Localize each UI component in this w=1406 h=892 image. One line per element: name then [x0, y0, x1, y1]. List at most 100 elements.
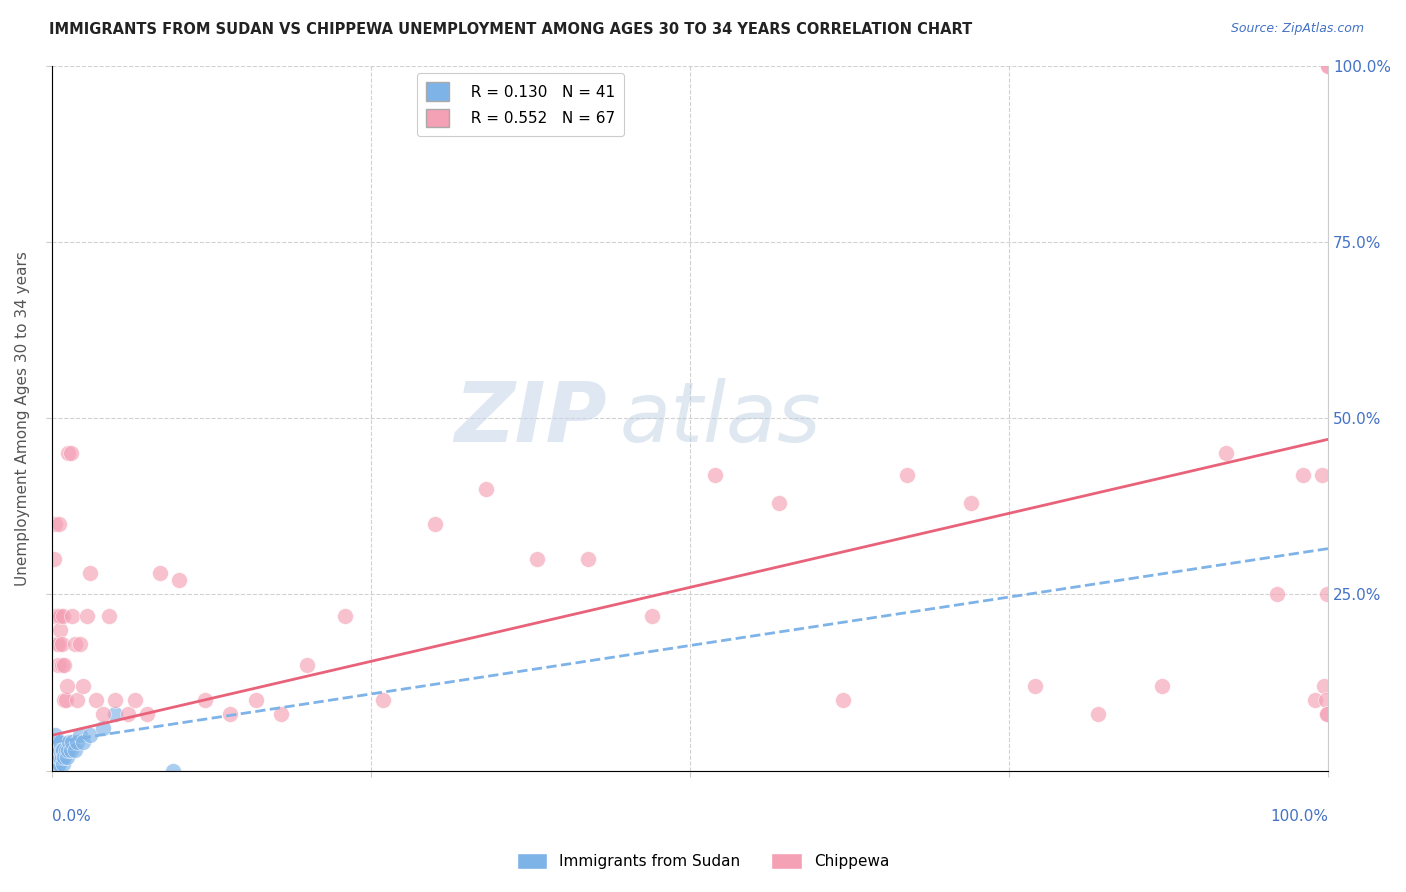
Point — [56, 742, 79, 756]
Point — [104, 707, 127, 722]
Point — [45, 637, 67, 651]
Point — [56, 679, 79, 693]
Point — [640, 608, 662, 623]
Point — [1310, 467, 1333, 482]
Point — [44, 728, 66, 742]
Point — [832, 693, 855, 707]
Point — [51, 637, 73, 651]
Point — [46, 735, 69, 749]
Point — [59, 446, 82, 460]
Point — [51, 742, 73, 756]
Point — [63, 742, 86, 756]
Point — [60, 735, 83, 749]
Point — [49, 749, 72, 764]
Point — [59, 742, 82, 756]
Point — [48, 742, 70, 756]
Point — [295, 657, 318, 672]
Point — [49, 742, 72, 756]
Point — [42, 735, 65, 749]
Text: atlas: atlas — [620, 377, 821, 458]
Point — [1316, 707, 1339, 722]
Legend:   R = 0.130   N = 41,   R = 0.552   N = 67: R = 0.130 N = 41, R = 0.552 N = 67 — [416, 73, 624, 136]
Point — [124, 693, 146, 707]
Point — [48, 516, 70, 531]
Point — [194, 693, 217, 707]
Point — [104, 693, 127, 707]
Point — [76, 608, 98, 623]
Point — [45, 735, 67, 749]
Point — [959, 496, 981, 510]
Point — [44, 756, 66, 771]
Point — [69, 728, 91, 742]
Point — [49, 623, 72, 637]
Point — [79, 566, 101, 581]
Point — [136, 707, 159, 722]
Point — [1291, 467, 1313, 482]
Point — [1265, 587, 1288, 601]
Point — [1087, 707, 1109, 722]
Point — [270, 707, 292, 722]
Point — [42, 749, 65, 764]
Point — [423, 516, 446, 531]
Point — [53, 657, 76, 672]
Point — [117, 707, 139, 722]
Point — [45, 749, 67, 764]
Point — [46, 608, 69, 623]
Text: 0.0%: 0.0% — [52, 809, 90, 824]
Point — [66, 693, 89, 707]
Point — [373, 693, 395, 707]
Point — [51, 657, 73, 672]
Point — [1215, 446, 1237, 460]
Point — [66, 735, 89, 749]
Point — [45, 742, 67, 756]
Point — [704, 467, 727, 482]
Point — [48, 637, 70, 651]
Point — [1316, 587, 1339, 601]
Point — [58, 735, 80, 749]
Point — [63, 637, 86, 651]
Point — [52, 756, 75, 771]
Point — [42, 552, 65, 566]
Point — [49, 735, 72, 749]
Point — [44, 516, 66, 531]
Point — [1024, 679, 1046, 693]
Point — [1313, 679, 1336, 693]
Text: Source: ZipAtlas.com: Source: ZipAtlas.com — [1230, 22, 1364, 36]
Point — [91, 722, 114, 736]
Point — [46, 742, 69, 756]
Point — [51, 749, 73, 764]
Point — [55, 742, 77, 756]
Point — [896, 467, 918, 482]
Point — [46, 657, 69, 672]
Point — [52, 742, 75, 756]
Point — [60, 608, 83, 623]
Point — [79, 728, 101, 742]
Point — [333, 608, 356, 623]
Point — [1152, 679, 1174, 693]
Point — [149, 566, 172, 581]
Point — [55, 693, 77, 707]
Point — [474, 482, 496, 496]
Point — [1317, 59, 1340, 73]
Point — [72, 679, 94, 693]
Point — [526, 552, 548, 566]
Point — [42, 742, 65, 756]
Point — [91, 707, 114, 722]
Point — [245, 693, 267, 707]
Point — [48, 749, 70, 764]
Point — [72, 735, 94, 749]
Point — [53, 693, 76, 707]
Point — [1317, 59, 1340, 73]
Text: 100.0%: 100.0% — [1270, 809, 1329, 824]
Point — [52, 608, 75, 623]
Point — [56, 749, 79, 764]
Point — [98, 608, 121, 623]
Point — [46, 749, 69, 764]
Point — [44, 749, 66, 764]
Point — [1316, 707, 1339, 722]
Y-axis label: Unemployment Among Ages 30 to 34 years: Unemployment Among Ages 30 to 34 years — [15, 251, 30, 585]
Point — [46, 756, 69, 771]
Point — [219, 707, 242, 722]
Point — [44, 608, 66, 623]
Point — [44, 742, 66, 756]
